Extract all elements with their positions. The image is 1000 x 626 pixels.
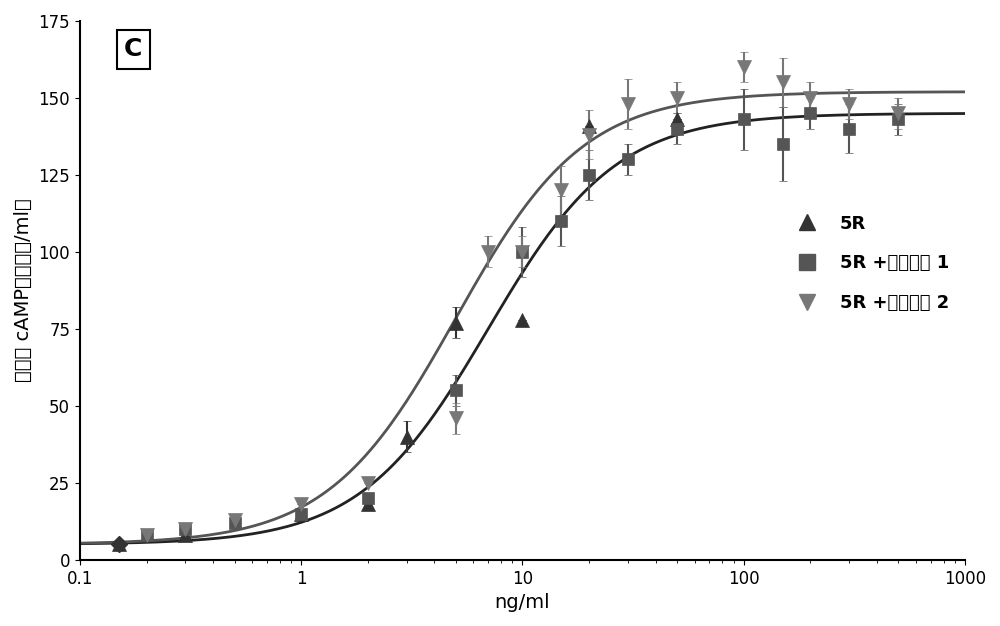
X-axis label: ng/ml: ng/ml: [495, 593, 550, 612]
Y-axis label: 积累的 cAMP（皮摩尔/ml）: 积累的 cAMP（皮摩尔/ml）: [14, 198, 33, 382]
Legend: 5R, 5R +插入片段 1, 5R +插入片段 2: 5R, 5R +插入片段 1, 5R +插入片段 2: [782, 208, 956, 319]
Text: C: C: [124, 37, 143, 61]
